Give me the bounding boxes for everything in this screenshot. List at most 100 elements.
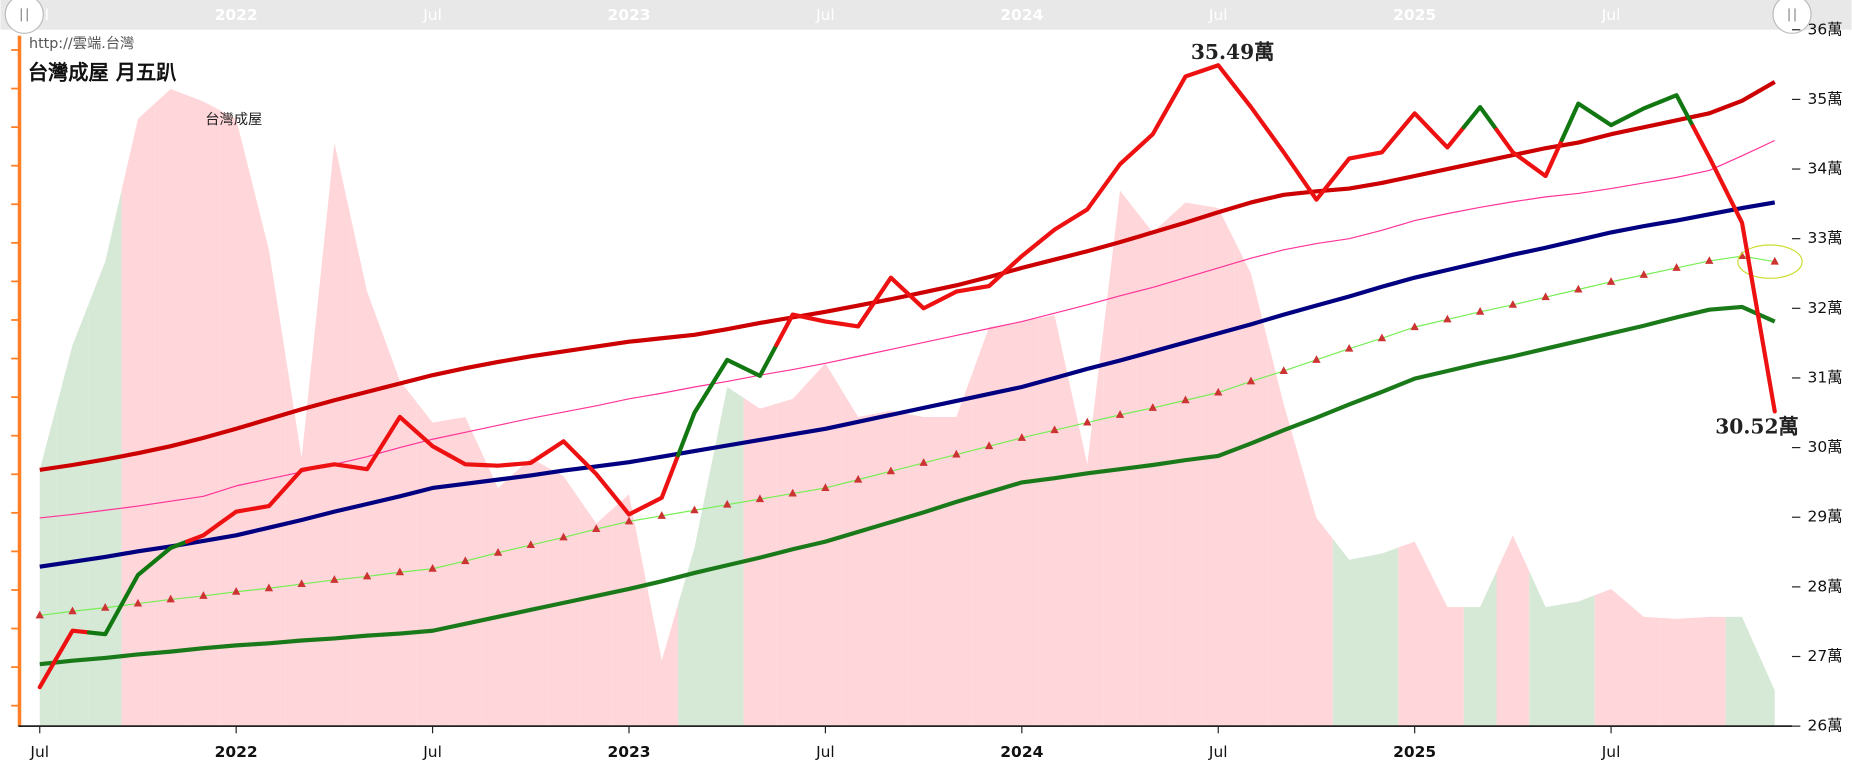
- area-layer: [39, 88, 1775, 727]
- navigator-label: Jul: [1601, 6, 1621, 24]
- y-tick-label: 30萬: [1807, 438, 1842, 456]
- y-tick-label: 29萬: [1807, 508, 1842, 526]
- area-segment: [1136, 211, 1170, 727]
- marker: [1279, 366, 1288, 374]
- marker: [1181, 395, 1190, 404]
- price-line-piece: [1232, 84, 1270, 132]
- area-segment: [318, 142, 351, 727]
- area-segment: [1594, 588, 1628, 727]
- marker: [1312, 355, 1321, 363]
- price-line-piece: [806, 315, 844, 327]
- highlight: [1737, 244, 1803, 279]
- price-line-piece: [1658, 93, 1695, 129]
- area-segment: [939, 372, 973, 727]
- marker: [1083, 417, 1092, 426]
- price-line-piece: [315, 462, 353, 470]
- navigator-bar[interactable]: [0, 0, 1852, 30]
- y-tick-label: 27萬: [1807, 647, 1842, 665]
- navigator-label: 2025: [1393, 6, 1436, 24]
- price-line-piece: [1396, 111, 1434, 135]
- marker: [1639, 270, 1648, 278]
- y-tick-label: 32萬: [1807, 299, 1842, 317]
- price-line-piece: [1756, 314, 1777, 414]
- price-line-piece: [1559, 101, 1597, 142]
- area-segment: [514, 458, 548, 727]
- x-tick-label: Jul: [1208, 743, 1228, 761]
- line: [39, 255, 1775, 617]
- navigator-handle[interactable]: [1772, 0, 1812, 34]
- price-line-piece: [512, 450, 550, 467]
- marker: [1410, 322, 1419, 331]
- price-line-piece: [708, 357, 746, 389]
- marker: [755, 494, 765, 503]
- area-segment: [1201, 205, 1235, 727]
- price-line-piece: [1592, 112, 1630, 128]
- area-segment: [1463, 571, 1497, 727]
- navigator-handle[interactable]: [4, 0, 44, 34]
- y-tick-label: 26萬: [1807, 717, 1842, 735]
- marker: [330, 575, 339, 583]
- area-segment: [579, 499, 613, 727]
- area-segment: [285, 300, 319, 727]
- marker: [1017, 433, 1026, 441]
- marker: [1214, 387, 1223, 396]
- marker: [690, 505, 699, 514]
- price-line-piece: [1298, 173, 1335, 202]
- price-line-piece: [1723, 187, 1761, 320]
- marker: [919, 458, 928, 466]
- marker: [231, 586, 241, 595]
- marker: [984, 441, 994, 450]
- area-segment: [1038, 315, 1071, 727]
- price-line-piece: [905, 290, 943, 311]
- area-segment: [1365, 547, 1399, 727]
- price-line-piece: [86, 602, 124, 637]
- price-line-piece: [37, 656, 59, 690]
- price-line-piece: [872, 275, 910, 305]
- marker: [788, 488, 797, 497]
- price-line-piece: [1461, 104, 1499, 132]
- price-line-piece: [446, 453, 484, 468]
- marker: [1475, 307, 1485, 315]
- price-line-piece: [381, 414, 419, 446]
- marker: [952, 449, 961, 458]
- price-line-piece: [1363, 130, 1401, 158]
- area-segment: [743, 397, 777, 727]
- price-line-piece: [1690, 124, 1728, 193]
- navigator-label: Jul: [815, 6, 835, 24]
- area-segment: [809, 363, 842, 727]
- price-line-piece: [741, 343, 779, 378]
- marker: [1574, 284, 1583, 293]
- area-segment: [972, 324, 1006, 727]
- marker: [166, 594, 175, 603]
- area-segment: [1627, 602, 1661, 727]
- marker: [395, 567, 405, 576]
- marker: [1705, 256, 1714, 264]
- area-segment: [1005, 318, 1039, 727]
- price-line-piece: [54, 628, 91, 662]
- price-line-piece: [217, 506, 255, 526]
- marker: [853, 474, 863, 483]
- marker: [723, 499, 732, 508]
- area-segment: [1300, 461, 1333, 727]
- price-line-piece: [283, 465, 321, 491]
- price-line-piece: [479, 462, 517, 468]
- price-line-piece: [348, 440, 386, 472]
- marker: [1246, 376, 1256, 385]
- area-segment: [350, 217, 384, 727]
- value-label: 30.52萬: [1715, 415, 1799, 439]
- price-line-piece: [610, 492, 648, 517]
- price-line-piece: [414, 429, 452, 458]
- marker: [559, 532, 568, 541]
- x-tick-label: Jul: [422, 743, 442, 761]
- area-segment: [645, 577, 679, 727]
- y-tick-label: 33萬: [1807, 229, 1842, 247]
- area-segment: [874, 410, 908, 727]
- price-line-piece: [1625, 99, 1663, 119]
- marker: [657, 511, 666, 519]
- y-tick-label: 31萬: [1807, 368, 1842, 386]
- x-tick-label: 2024: [1000, 743, 1043, 761]
- price-line-piece: [839, 299, 877, 329]
- marker: [1606, 277, 1616, 285]
